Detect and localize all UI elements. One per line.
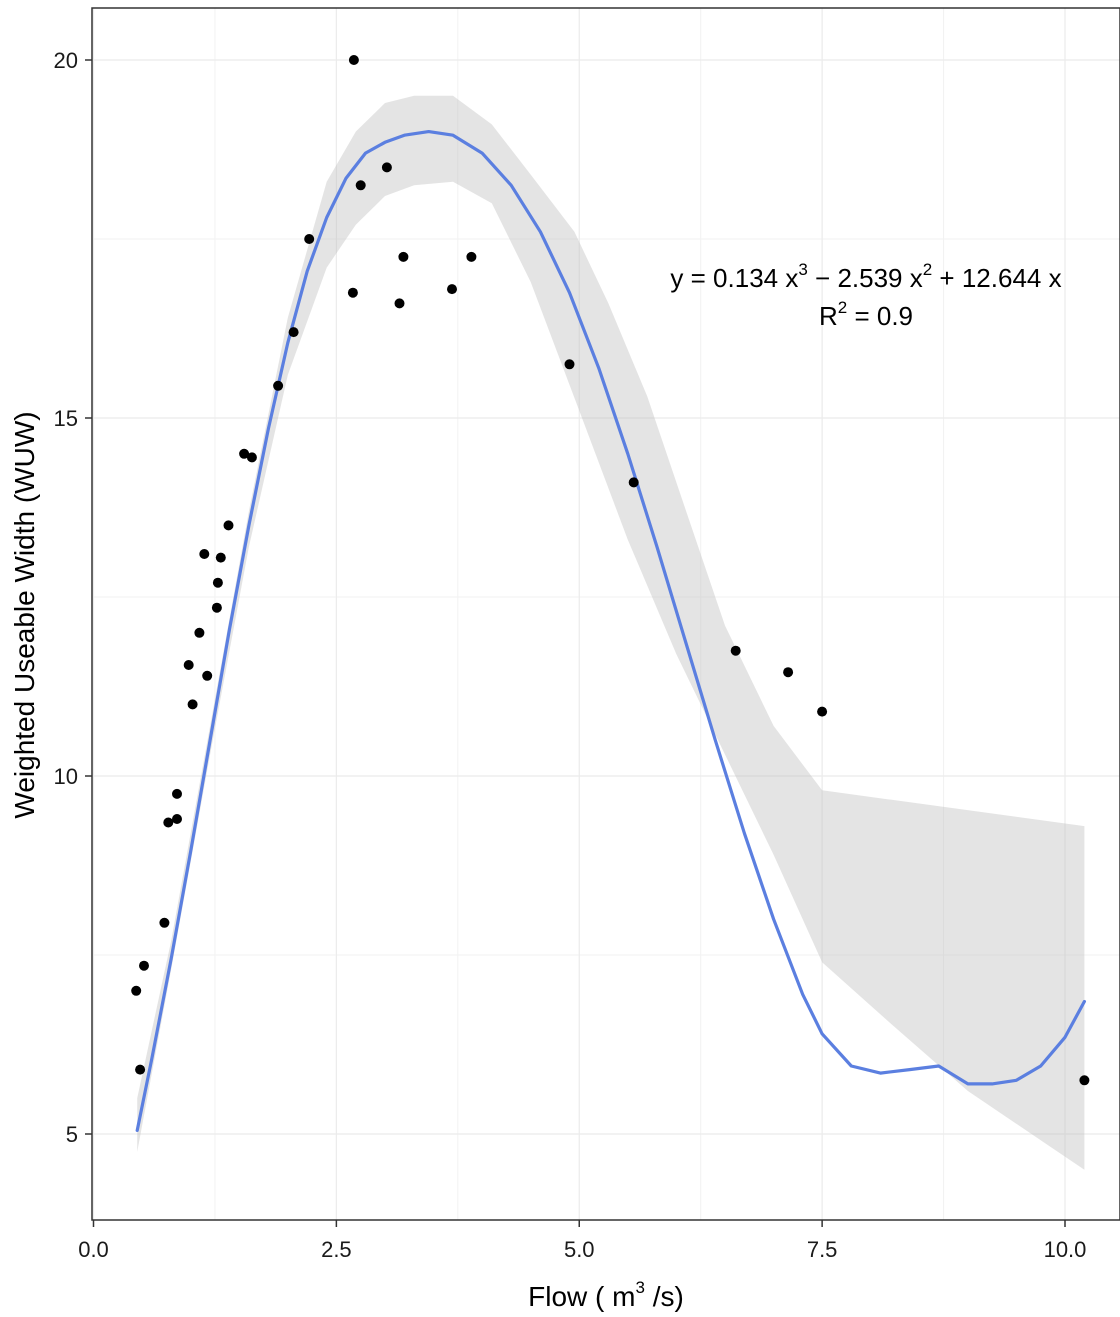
data-point bbox=[163, 817, 174, 828]
data-point bbox=[355, 180, 366, 191]
data-point bbox=[187, 699, 198, 710]
data-point bbox=[398, 251, 409, 262]
data-point bbox=[347, 287, 358, 298]
data-point bbox=[139, 960, 149, 971]
data-point bbox=[817, 706, 828, 717]
equation-part-6: 12.644 x bbox=[962, 263, 1062, 293]
x-tick-label: 10.0 bbox=[1044, 1237, 1087, 1262]
y-axis-title: Weighted Useable Width (WUW) bbox=[9, 411, 40, 818]
r-squared-label: R2 = 0.9 bbox=[819, 298, 913, 331]
data-point bbox=[199, 549, 210, 559]
x-axis-title-suffix: /s) bbox=[645, 1281, 684, 1312]
data-point bbox=[172, 788, 182, 799]
equation-exponent-2: 2 bbox=[923, 260, 932, 279]
y-tick-label: 10 bbox=[54, 764, 78, 789]
x-tick-label: 0.0 bbox=[78, 1237, 109, 1262]
axis-ticks: 0.0 2.5 5.0 7.5 10.0 5 10 15 20 bbox=[54, 48, 1087, 1262]
data-point bbox=[211, 602, 222, 613]
fit-line-layer bbox=[135, 130, 1086, 1132]
data-point bbox=[172, 814, 182, 824]
data-point bbox=[628, 477, 639, 488]
data-point bbox=[202, 670, 213, 681]
equation-exponent-3: 3 bbox=[798, 260, 807, 279]
equation-part-1: 0.134 x bbox=[713, 263, 798, 293]
confidence-band bbox=[137, 95, 1085, 1170]
x-tick-label: 7.5 bbox=[807, 1237, 838, 1262]
equation-part-5: + bbox=[932, 263, 962, 293]
r-squared-r: R bbox=[819, 301, 838, 331]
data-point bbox=[304, 234, 315, 244]
y-tick-label: 20 bbox=[54, 48, 78, 73]
x-axis-title: Flow ( m3 /s) bbox=[528, 1278, 684, 1312]
confidence-band-layer bbox=[137, 95, 1085, 1170]
data-point bbox=[215, 552, 226, 563]
data-point bbox=[447, 284, 457, 295]
grid-lines bbox=[92, 8, 1120, 1220]
data-point bbox=[131, 985, 142, 996]
data-point bbox=[730, 645, 741, 656]
r-squared-exponent: 2 bbox=[838, 298, 847, 317]
data-point bbox=[348, 55, 359, 65]
data-point bbox=[466, 251, 477, 262]
data-points bbox=[131, 55, 1090, 1086]
data-point bbox=[273, 380, 284, 391]
x-tick-label: 2.5 bbox=[321, 1237, 352, 1262]
plot-panel-background bbox=[92, 8, 1120, 1220]
y-tick-label: 5 bbox=[66, 1122, 78, 1147]
equation-part-3: − 2.539 x bbox=[808, 263, 923, 293]
data-point bbox=[135, 1064, 146, 1075]
data-point bbox=[394, 298, 405, 309]
r-squared-value: = 0.9 bbox=[847, 301, 913, 331]
data-point bbox=[194, 627, 205, 638]
fit-line bbox=[135, 130, 1086, 1132]
data-point bbox=[564, 359, 575, 370]
x-tick-label: 5.0 bbox=[564, 1237, 595, 1262]
plot-panel-border bbox=[91, 7, 1120, 1221]
data-point bbox=[381, 162, 392, 173]
data-point bbox=[783, 667, 794, 678]
y-tick-label: 15 bbox=[54, 406, 78, 431]
data-point bbox=[288, 327, 299, 338]
data-point bbox=[223, 520, 234, 531]
equation-part-0: y = bbox=[670, 263, 713, 293]
data-point bbox=[239, 448, 250, 459]
data-point bbox=[1079, 1075, 1090, 1086]
data-point bbox=[212, 577, 223, 588]
regression-equation: y = 0.134 x3 − 2.539 x2 + 12.644 x bbox=[670, 260, 1061, 293]
data-point bbox=[246, 452, 257, 463]
data-point bbox=[183, 660, 194, 670]
x-axis-title-prefix: Flow ( m bbox=[528, 1281, 635, 1312]
data-point bbox=[159, 917, 170, 928]
x-axis-title-exponent: 3 bbox=[635, 1278, 644, 1297]
